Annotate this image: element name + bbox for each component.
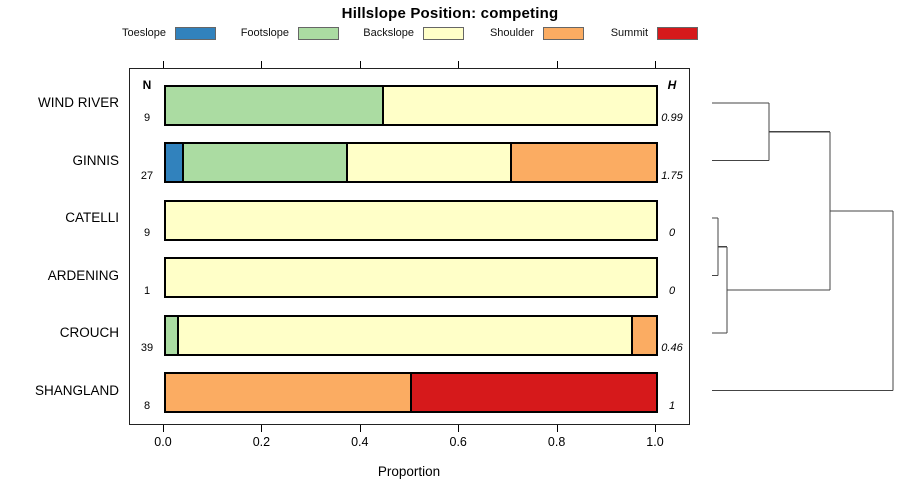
legend-swatch-shoulder — [543, 27, 584, 40]
legend-swatch-summit — [657, 27, 698, 40]
x-tick-label: 0.2 — [252, 435, 271, 449]
x-tick-top — [261, 61, 263, 68]
x-tick-top — [458, 61, 460, 68]
legend-swatch-backslope — [423, 27, 464, 40]
bar-segment-backslope — [383, 85, 657, 125]
row-label: GINNIS — [72, 152, 119, 168]
bar-segment-toeslope — [165, 143, 184, 182]
h-value: 0 — [668, 227, 676, 239]
h-column-header: H — [667, 78, 677, 92]
x-tick-bottom — [655, 425, 656, 432]
x-tick-bottom — [556, 425, 558, 432]
row-label: CATELLI — [65, 210, 119, 225]
h-value: 1 — [668, 399, 676, 412]
h-value: 0.46 — [661, 342, 683, 354]
x-tick-bottom — [163, 425, 164, 432]
bar-row — [164, 84, 658, 126]
row-label: ARDENING — [47, 267, 119, 283]
h-value: 0 — [668, 284, 676, 297]
n-value: 39 — [140, 342, 154, 354]
legend-label: Toeslope — [121, 27, 166, 39]
bar-segment-footslope — [165, 315, 178, 355]
bar-row — [164, 142, 658, 183]
x-tick-bottom — [261, 425, 263, 432]
x-tick-bottom — [458, 425, 460, 432]
x-tick-label: 0.8 — [547, 435, 566, 449]
x-tick-bottom — [359, 425, 361, 432]
row-label: SHANGLAND — [34, 382, 119, 398]
bar-segment-footslope — [165, 85, 384, 125]
bar-segment-backslope — [177, 315, 632, 355]
legend-label: Shoulder — [489, 27, 534, 39]
bar-row — [164, 314, 658, 356]
row-label: CROUCH — [59, 325, 119, 340]
bar-segment-shoulder — [510, 143, 657, 182]
x-axis-title: Proportion — [377, 464, 441, 479]
n-value: 9 — [143, 112, 151, 124]
legend-label: Backslope — [363, 27, 414, 39]
bar-row — [164, 199, 658, 241]
x-tick-label: 0.6 — [449, 435, 467, 449]
n-value: 1 — [143, 284, 151, 297]
x-tick-top — [359, 61, 361, 68]
x-tick-top — [556, 61, 558, 68]
bar-segment-shoulder — [631, 315, 657, 355]
bar-segment-shoulder — [165, 373, 411, 412]
bar-segment-backslope — [165, 258, 657, 297]
h-value: 1.75 — [661, 169, 683, 182]
h-value: 0.99 — [661, 112, 683, 124]
n-column-header: N — [142, 78, 152, 92]
x-tick-top — [163, 61, 164, 68]
legend-label: Footslope — [240, 27, 289, 39]
n-value: 9 — [143, 227, 151, 239]
row-label: WIND RIVER — [38, 95, 119, 110]
bar-row — [164, 372, 658, 413]
x-tick-label: 1.0 — [646, 435, 664, 449]
legend-label: Summit — [610, 27, 648, 39]
bar-segment-backslope — [347, 143, 511, 182]
n-value: 8 — [143, 399, 151, 412]
bar-segment-summit — [411, 373, 657, 412]
x-tick-label: 0.0 — [154, 435, 172, 449]
n-value: 27 — [140, 169, 154, 182]
plot-area: N H 9 0.99 27 1.75 9 0 1 0 39 0.46 8 1 — [129, 68, 690, 425]
chart-title: Hillslope Position: competing — [341, 5, 559, 22]
x-tick-top — [655, 61, 656, 68]
bar-row — [164, 257, 658, 298]
x-tick-label: 0.4 — [351, 435, 369, 449]
bar-segment-backslope — [165, 200, 657, 240]
bar-segment-footslope — [183, 143, 348, 182]
legend-swatch-toeslope — [175, 27, 216, 40]
legend-swatch-footslope — [298, 27, 339, 40]
